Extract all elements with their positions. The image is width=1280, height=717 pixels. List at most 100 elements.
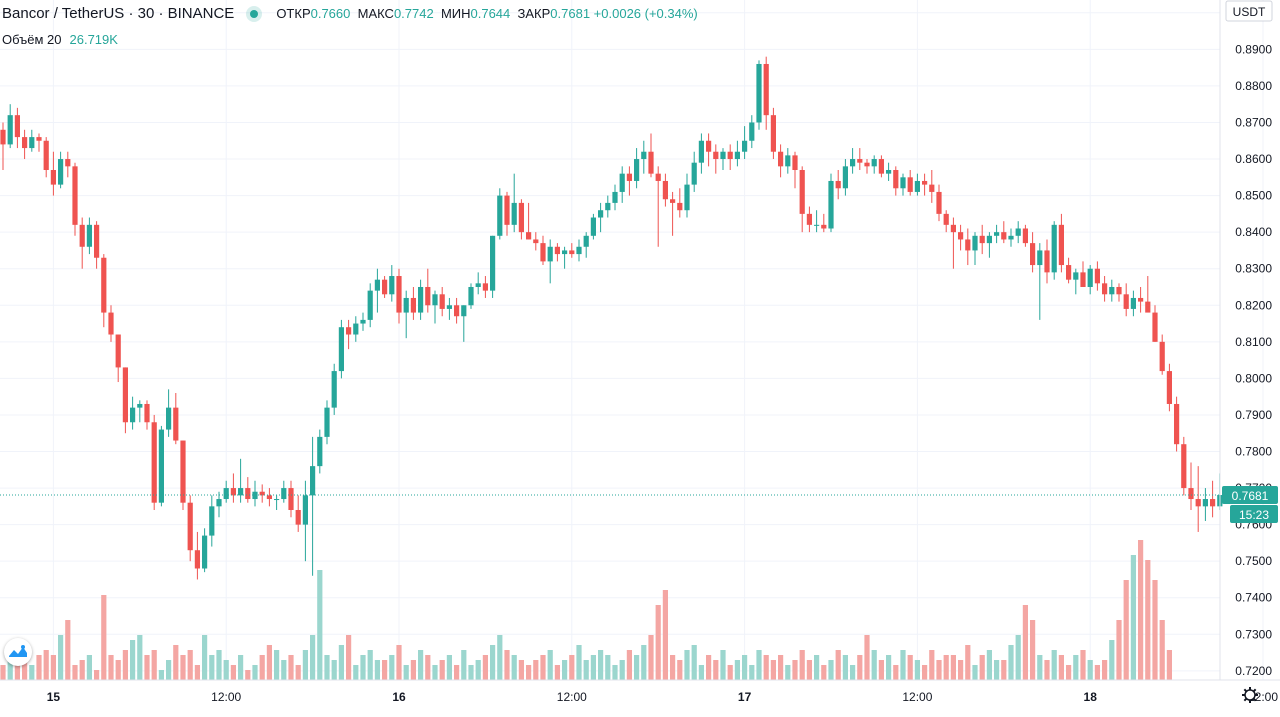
candle-body[interactable] — [526, 232, 532, 240]
candle-body[interactable] — [238, 488, 244, 496]
candle-body[interactable] — [454, 305, 460, 317]
candle-body[interactable] — [43, 140, 49, 170]
candle-body[interactable] — [677, 202, 683, 211]
candle-body[interactable] — [929, 184, 935, 192]
candle-body[interactable] — [605, 202, 611, 211]
candle-body[interactable] — [979, 235, 985, 244]
candle-body[interactable] — [864, 162, 870, 167]
candle-body[interactable] — [907, 177, 913, 192]
candle-body[interactable] — [922, 180, 928, 185]
candle-body[interactable] — [785, 155, 791, 167]
candle-body[interactable] — [778, 151, 784, 167]
candle-body[interactable] — [295, 510, 301, 525]
candle-body[interactable] — [1181, 444, 1187, 489]
candle-body[interactable] — [540, 243, 546, 262]
candle-body[interactable] — [619, 173, 625, 192]
candle-body[interactable] — [1080, 272, 1086, 287]
candle-body[interactable] — [288, 488, 294, 510]
candle-body[interactable] — [1109, 286, 1115, 295]
candle-body[interactable] — [662, 180, 668, 200]
gear-icon[interactable] — [1242, 687, 1258, 703]
candle-body[interactable] — [1166, 371, 1172, 404]
candle-body[interactable] — [958, 232, 964, 240]
candle-body[interactable] — [1008, 235, 1014, 240]
candle-body[interactable] — [691, 162, 697, 185]
candle-body[interactable] — [634, 159, 640, 181]
candle-body[interactable] — [137, 403, 143, 408]
candle-body[interactable] — [986, 235, 992, 244]
candle-body[interactable] — [842, 166, 848, 189]
candle-body[interactable] — [410, 297, 416, 313]
candle-body[interactable] — [317, 436, 323, 467]
candle-body[interactable] — [792, 155, 798, 170]
candle-body[interactable] — [338, 327, 344, 372]
candle-body[interactable] — [706, 140, 712, 152]
candle-body[interactable] — [432, 294, 438, 306]
candle-body[interactable] — [734, 151, 740, 160]
candle-body[interactable] — [130, 407, 136, 423]
candle-body[interactable] — [353, 323, 359, 335]
candle-body[interactable] — [36, 137, 42, 141]
time-axis[interactable]: 15 12:00 16 12:00 17 12:00 18 12:00 — [0, 679, 1280, 704]
candle-body[interactable] — [468, 286, 474, 306]
candle-body[interactable] — [1044, 250, 1050, 273]
candle-body[interactable] — [972, 235, 978, 251]
candle-body[interactable] — [324, 407, 330, 437]
candle-body[interactable] — [50, 170, 56, 185]
candle-body[interactable] — [0, 129, 6, 145]
candle-body[interactable] — [194, 550, 200, 569]
candle-body[interactable] — [749, 122, 755, 141]
candle-body[interactable] — [770, 115, 776, 152]
candle-body[interactable] — [122, 367, 128, 423]
candle-body[interactable] — [482, 283, 488, 291]
candle-body[interactable] — [14, 115, 20, 138]
candle-body[interactable] — [727, 151, 733, 160]
candle-body[interactable] — [569, 250, 575, 255]
candle-body[interactable] — [202, 535, 208, 569]
candle-body[interactable] — [1174, 403, 1180, 445]
candle-body[interactable] — [893, 170, 899, 189]
candle-body[interactable] — [965, 239, 971, 251]
candle-body[interactable] — [216, 499, 222, 507]
candle-body[interactable] — [331, 371, 337, 408]
candle-body[interactable] — [29, 137, 35, 149]
candle-body[interactable] — [806, 213, 812, 225]
candle-body[interactable] — [821, 224, 827, 229]
candle-body[interactable] — [22, 137, 28, 149]
price-axis[interactable]: 0.72000.73000.74000.75000.76000.77000.78… — [1219, 0, 1278, 680]
candle-body[interactable] — [626, 173, 632, 181]
candle-body[interactable] — [814, 224, 820, 226]
candle-body[interactable] — [994, 232, 1000, 236]
candle-body[interactable] — [1022, 228, 1028, 244]
candle-body[interactable] — [1058, 224, 1064, 266]
candle-body[interactable] — [1116, 286, 1122, 295]
candle-body[interactable] — [698, 140, 704, 163]
candle-body[interactable] — [173, 407, 179, 441]
candle-body[interactable] — [936, 191, 942, 214]
candle-body[interactable] — [684, 184, 690, 211]
candle-body[interactable] — [713, 151, 719, 160]
candle-body[interactable] — [446, 305, 452, 309]
candle-body[interactable] — [259, 491, 265, 496]
candle-body[interactable] — [94, 224, 100, 258]
candle-body[interactable] — [230, 488, 236, 496]
candle-body[interactable] — [65, 159, 71, 167]
candle-body[interactable] — [396, 276, 402, 313]
candle-body[interactable] — [1087, 268, 1093, 287]
candle-body[interactable] — [878, 159, 884, 174]
candle-body[interactable] — [1152, 312, 1158, 342]
candle-body[interactable] — [655, 173, 661, 181]
candle-body[interactable] — [274, 499, 280, 501]
candle-body[interactable] — [742, 140, 748, 152]
candle-body[interactable] — [533, 239, 539, 244]
candle-body[interactable] — [871, 159, 877, 167]
candle-body[interactable] — [382, 279, 388, 295]
candle-body[interactable] — [223, 488, 229, 500]
candle-body[interactable] — [850, 159, 856, 167]
candle-body[interactable] — [58, 159, 64, 185]
candle-body[interactable] — [310, 466, 316, 496]
candle-body[interactable] — [576, 246, 582, 255]
candle-body[interactable] — [281, 488, 287, 500]
candle-body[interactable] — [1030, 243, 1036, 266]
